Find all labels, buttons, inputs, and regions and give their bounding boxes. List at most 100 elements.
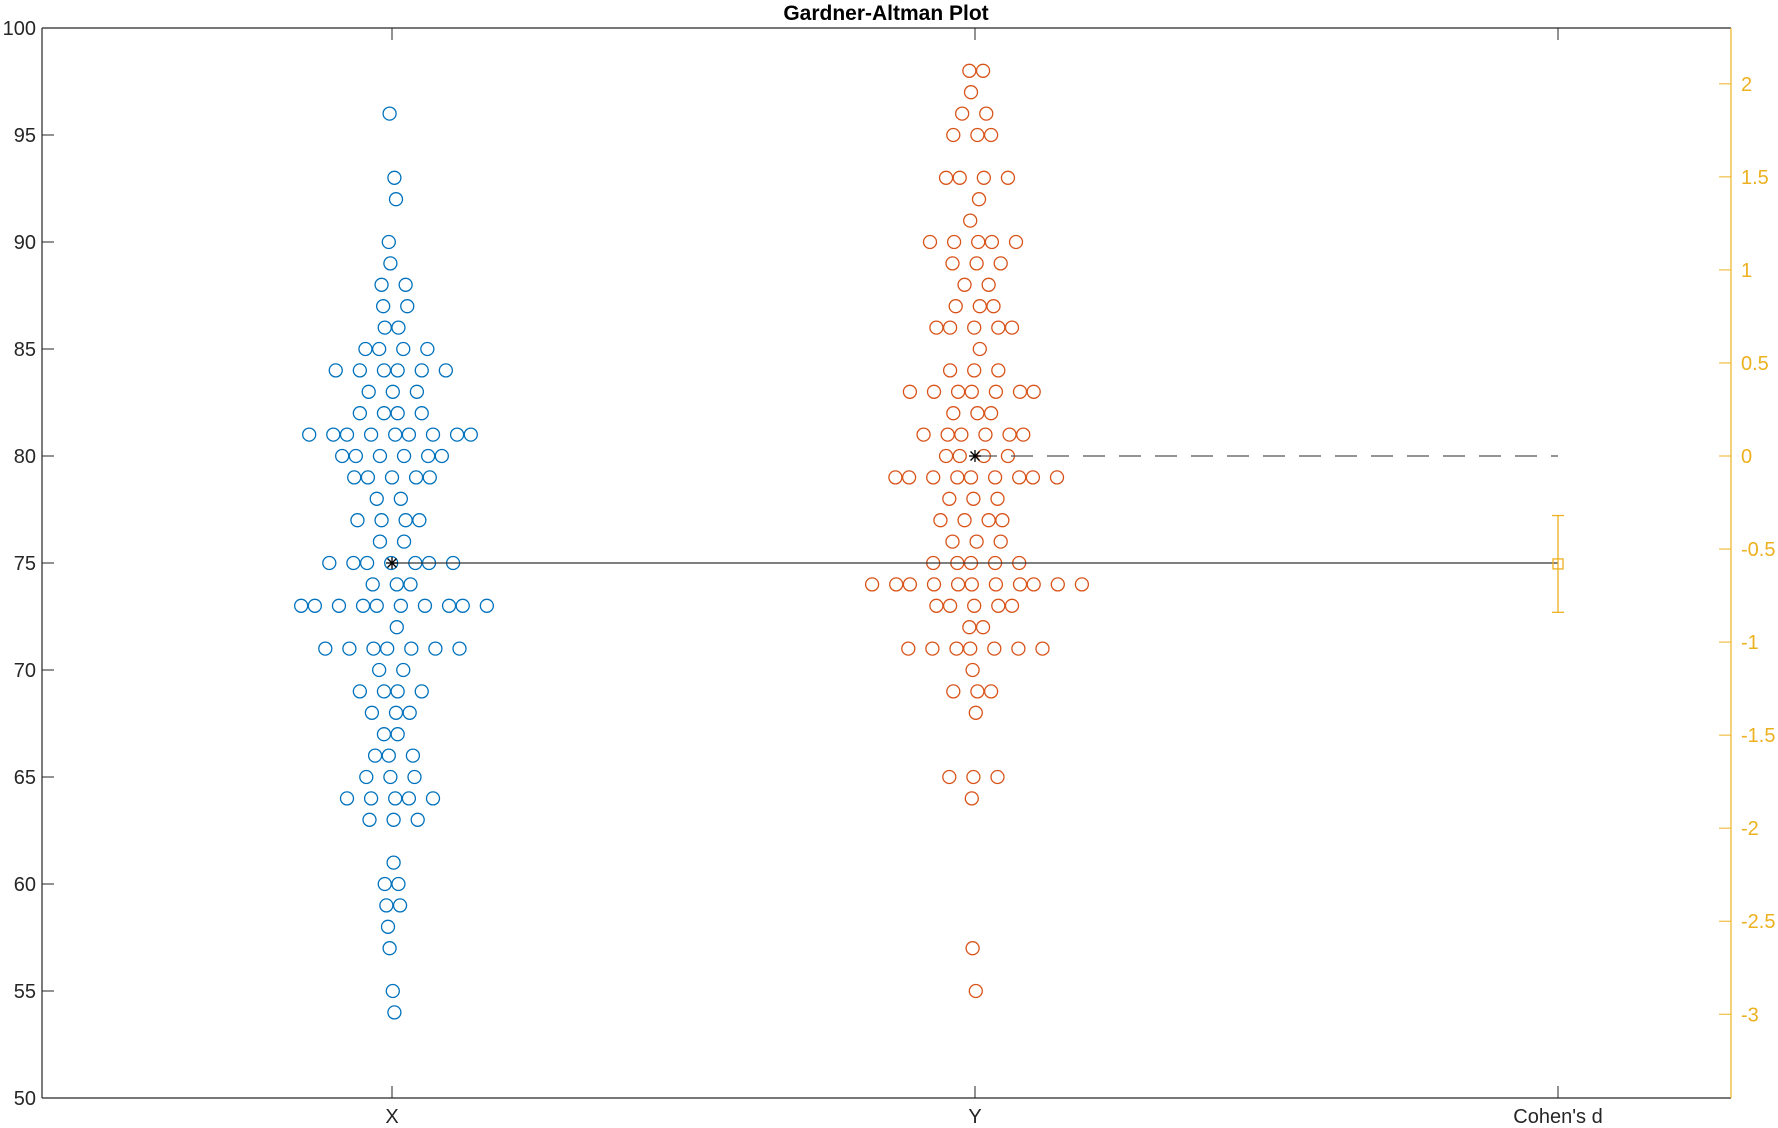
- x-series-point: [347, 470, 362, 485]
- left-tick-label: 65: [14, 767, 36, 789]
- y-series-point: [1026, 384, 1041, 399]
- right-tick-label: -0.5: [1741, 539, 1775, 561]
- y-series-point: [966, 491, 981, 506]
- x-mean-marker: [386, 557, 398, 569]
- x-series-point: [385, 384, 400, 399]
- right-tick-label: 1: [1741, 260, 1752, 282]
- y-series-point: [954, 427, 969, 442]
- y-series-point: [864, 577, 880, 592]
- x-series-point: [434, 448, 450, 464]
- y-series-point: [942, 320, 958, 335]
- left-tick-label: 70: [14, 660, 36, 682]
- y-series-point: [987, 470, 1003, 485]
- y-series-point: [995, 513, 1010, 528]
- y-series-point: [962, 620, 977, 635]
- y-series-point: [981, 513, 996, 528]
- left-tick-label: 60: [14, 874, 36, 896]
- y-series-point: [971, 192, 987, 207]
- y-series-point: [965, 941, 980, 956]
- y-series-point: [929, 320, 944, 335]
- y-series-point: [963, 470, 979, 485]
- y-series-point: [1026, 577, 1041, 592]
- x-series-point: [371, 662, 387, 678]
- x-series-point: [414, 684, 429, 699]
- y-series-point: [957, 277, 972, 292]
- y-series-point: [964, 577, 979, 592]
- x-series-point: [350, 513, 365, 528]
- y-series-point: [1000, 170, 1016, 185]
- x-series-point: [318, 641, 333, 656]
- y-series-point: [969, 256, 984, 271]
- x-tick-label: X: [385, 1106, 398, 1128]
- y-series-point: [1011, 641, 1026, 656]
- y-series-point: [926, 470, 941, 485]
- y-series-point: [946, 406, 961, 421]
- x-series-point: [396, 662, 411, 678]
- x-series-point: [398, 513, 413, 528]
- right-tick-label: -2.5: [1741, 911, 1775, 933]
- right-tick-label: -1.5: [1741, 725, 1775, 747]
- y-series-point: [988, 577, 1004, 592]
- x-series-point: [391, 876, 406, 892]
- x-series-point: [400, 299, 415, 314]
- x-series-point: [386, 812, 401, 827]
- x-series-point: [360, 470, 376, 485]
- axes: 50 55 60 65 70 75 80 85 90 95 100 -3 -2.5 -2 -1.5 -1 -0.…: [3, 18, 1776, 1128]
- x-series-point: [363, 427, 379, 442]
- x-series-point: [380, 919, 396, 934]
- y-series-point: [962, 63, 977, 78]
- x-series-point: [390, 684, 405, 699]
- x-series-point: [369, 491, 384, 506]
- x-series-point: [383, 769, 398, 785]
- y-series-point: [963, 641, 978, 656]
- chart-title: Gardner-Altman Plot: [783, 2, 988, 25]
- y-series-point: [979, 106, 994, 121]
- x-series-point: [387, 170, 402, 185]
- x-series-point: [364, 705, 380, 720]
- y-series-point: [938, 448, 954, 464]
- x-series-point: [396, 448, 412, 464]
- x-series-point: [375, 299, 391, 314]
- y-series-point: [945, 256, 960, 271]
- right-tick-label: 2: [1741, 74, 1752, 96]
- y-series-point: [946, 127, 961, 143]
- x-series-point: [441, 598, 457, 613]
- y-series-point: [940, 427, 955, 442]
- y-series-point: [950, 577, 966, 592]
- y-series-point: [970, 127, 985, 143]
- y-series-point: [901, 641, 916, 656]
- y-series-point: [942, 363, 958, 378]
- asterisk-stroke: [970, 451, 980, 461]
- y-series-point: [964, 791, 979, 806]
- x-series-point: [384, 470, 400, 485]
- x-tick-label: Cohen's d: [1513, 1106, 1602, 1128]
- x-series-point: [302, 427, 317, 442]
- y-series-point: [967, 598, 982, 613]
- x-series-point: [405, 748, 421, 763]
- y-series-point: [988, 384, 1004, 399]
- y-series-point: [916, 427, 931, 442]
- x-series-point: [355, 598, 371, 613]
- y-series-point: [946, 684, 961, 699]
- y-series-point: [963, 213, 978, 228]
- y-series-point: [1025, 470, 1041, 485]
- y-series-point: [991, 363, 1006, 378]
- y-series-point: [1012, 384, 1028, 399]
- x-series-point: [389, 577, 404, 592]
- x-series-point: [390, 363, 405, 378]
- x-series-point: [293, 598, 309, 613]
- y-series-point: [1008, 234, 1024, 250]
- x-series-point: [425, 427, 441, 442]
- y-series-point: [993, 256, 1008, 271]
- x-series-point: [371, 341, 387, 357]
- y-series-point: [990, 491, 1005, 506]
- x-series-point: [479, 598, 495, 613]
- x-series-point: [376, 363, 392, 378]
- right-tick-label: -2: [1741, 818, 1759, 840]
- x-series-point: [372, 448, 388, 464]
- x-series-point: [331, 598, 347, 613]
- x-series-point: [358, 341, 373, 357]
- right-tick-label: -1: [1741, 632, 1759, 654]
- x-series-point: [391, 320, 406, 335]
- y-series-point: [970, 684, 985, 699]
